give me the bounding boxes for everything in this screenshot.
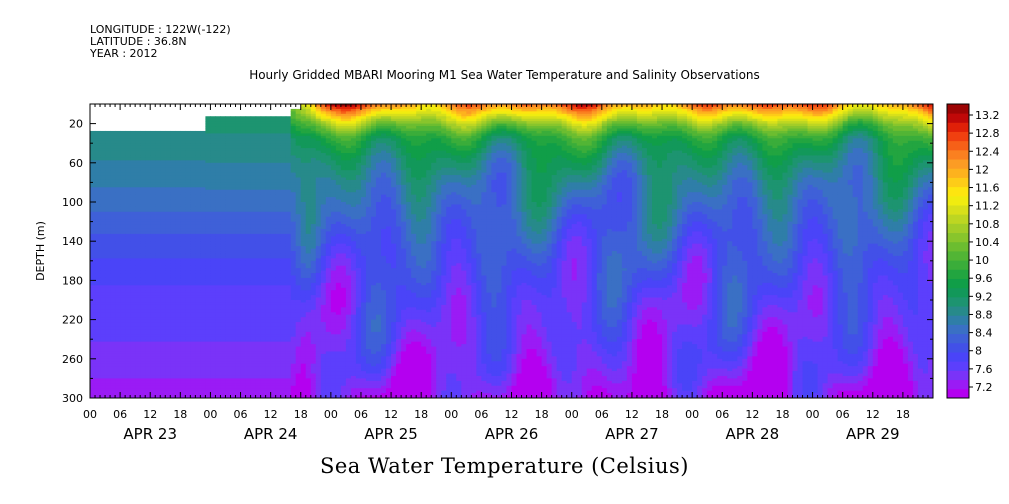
heatmap-cells xyxy=(90,104,934,399)
